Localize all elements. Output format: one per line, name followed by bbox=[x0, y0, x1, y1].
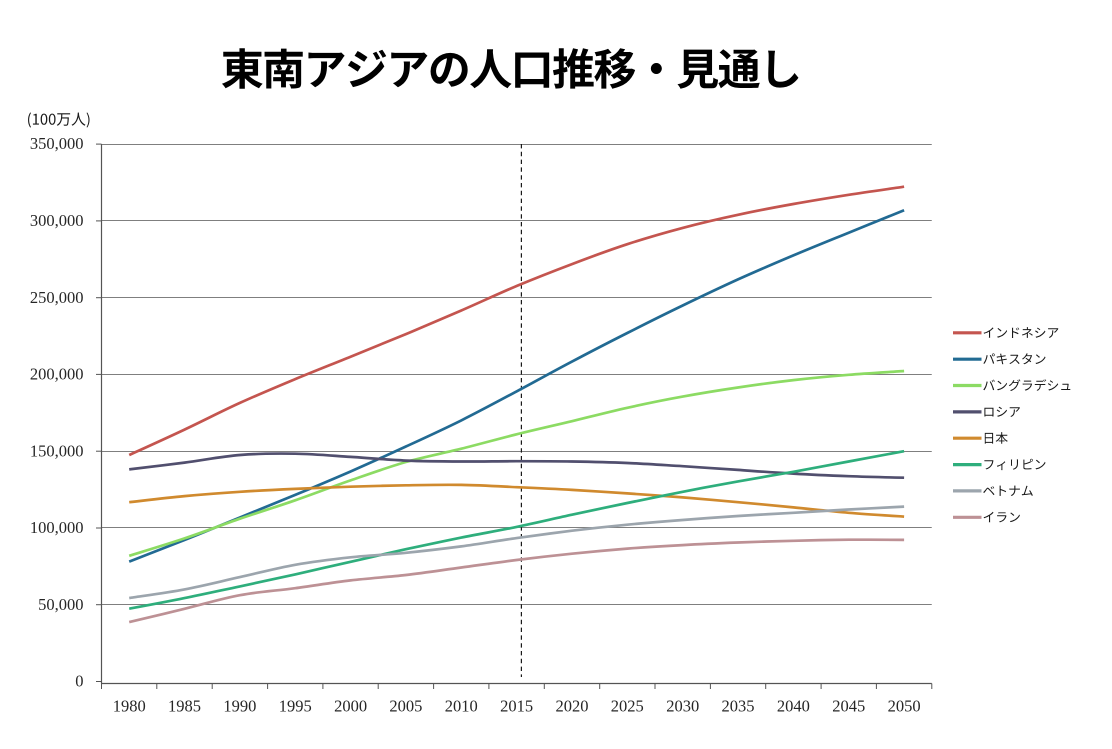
svg-text:2005: 2005 bbox=[389, 697, 422, 716]
svg-text:1990: 1990 bbox=[223, 697, 256, 716]
svg-text:2025: 2025 bbox=[611, 697, 644, 716]
svg-text:2035: 2035 bbox=[722, 697, 755, 716]
svg-text:2010: 2010 bbox=[445, 697, 478, 716]
svg-text:350,000: 350,000 bbox=[30, 134, 84, 153]
svg-text:1985: 1985 bbox=[168, 697, 201, 716]
svg-text:2030: 2030 bbox=[666, 697, 699, 716]
svg-text:2045: 2045 bbox=[832, 697, 865, 716]
svg-text:2040: 2040 bbox=[777, 697, 810, 716]
svg-text:0: 0 bbox=[75, 672, 83, 691]
svg-text:2050: 2050 bbox=[888, 697, 921, 716]
svg-text:150,000: 150,000 bbox=[30, 441, 84, 460]
svg-text:250,000: 250,000 bbox=[30, 288, 84, 307]
svg-text:2000: 2000 bbox=[334, 697, 367, 716]
svg-text:100,000: 100,000 bbox=[30, 518, 84, 537]
svg-text:300,000: 300,000 bbox=[30, 211, 84, 230]
svg-text:2020: 2020 bbox=[556, 697, 589, 716]
svg-text:50,000: 50,000 bbox=[38, 595, 83, 614]
svg-text:1995: 1995 bbox=[279, 697, 312, 716]
svg-text:2015: 2015 bbox=[500, 697, 533, 716]
svg-text:1980: 1980 bbox=[113, 697, 146, 716]
svg-text:200,000: 200,000 bbox=[30, 365, 84, 384]
